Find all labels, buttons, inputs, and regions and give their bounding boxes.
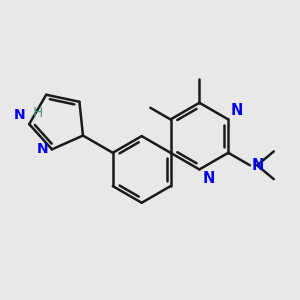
Text: N: N <box>230 103 243 118</box>
Text: N: N <box>202 171 214 186</box>
Text: N: N <box>14 108 25 122</box>
Text: N: N <box>36 142 48 156</box>
Text: H: H <box>32 106 43 120</box>
Text: N: N <box>252 158 264 173</box>
